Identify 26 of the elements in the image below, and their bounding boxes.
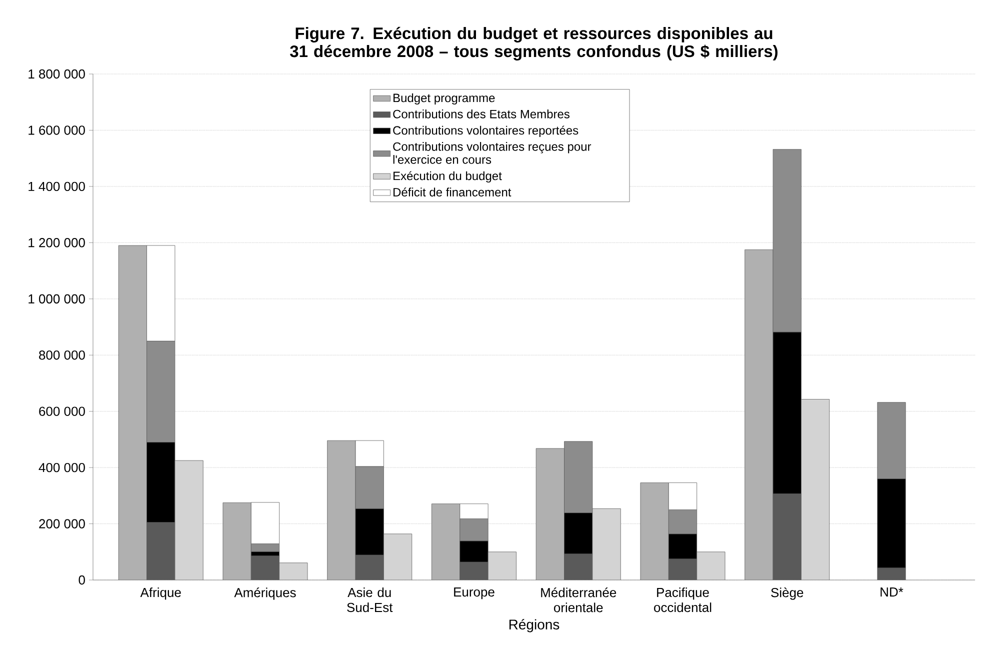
y-tick-label: 400 000 <box>38 462 85 472</box>
x-tick-label: Asie du Sud-Est <box>347 588 393 612</box>
y-tick-label: 0 <box>78 575 85 585</box>
x-axis-title: Régions <box>509 619 560 632</box>
x-tick-label: Europe <box>454 588 494 600</box>
legend-label: Contributions volontaires reportées <box>393 126 578 138</box>
y-tick-label: 200 000 <box>39 519 85 528</box>
y-tick-label: 800 000 <box>39 350 85 360</box>
legend-label: Contributions des Etats Membres <box>393 110 570 118</box>
y-tick-label: 600 000 <box>39 406 85 416</box>
y-tick-label: 1 600 000 <box>28 126 85 135</box>
legend-label: Déficit de financement <box>394 188 512 196</box>
y-tick-label: 1 400 000 <box>28 182 85 192</box>
legend-label: Contributions volontaires reçues pour l'exercice en cours <box>393 142 592 164</box>
x-tick-label: ND* <box>880 588 904 596</box>
legend-label: Budget programme <box>394 93 495 105</box>
y-tick-label: 1 000 000 <box>28 294 85 304</box>
chart-title: Figure 7. Exécution du budget et ressources disponibles au 31 décembre 2008 – tous segments confondus (US $ milliers) <box>290 26 778 60</box>
x-tick-label: Amériques <box>234 588 296 600</box>
x-tick-label: Pacifique occidental <box>654 588 712 612</box>
x-tick-label: Siège <box>771 588 804 600</box>
y-tick-label: 1 200 000 <box>28 238 85 248</box>
x-tick-label: Méditerranée orientale <box>541 588 616 612</box>
x-tick-label: Afrique <box>140 588 181 600</box>
legend-label: Exécution du budget <box>394 171 502 183</box>
y-tick-label: 1 800 000 <box>28 69 85 79</box>
